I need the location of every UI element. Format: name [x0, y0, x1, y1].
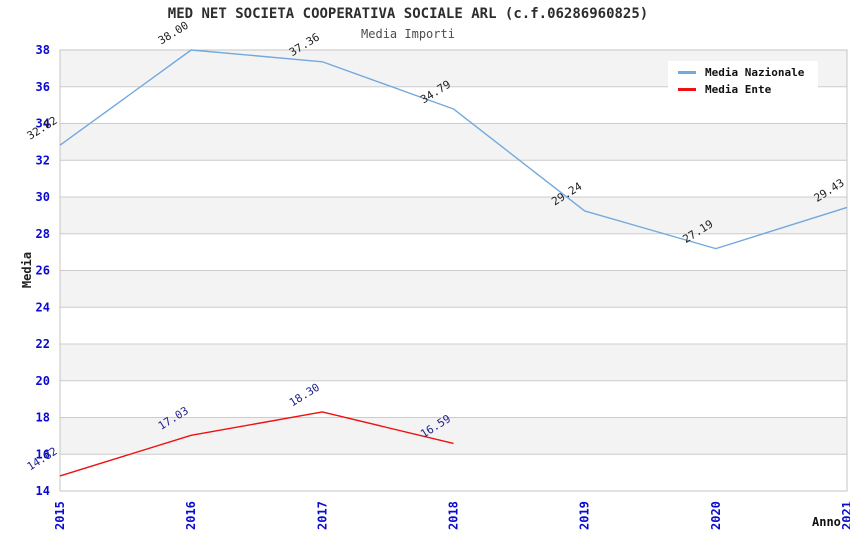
plot-band	[60, 123, 847, 161]
chart-title: MED NET SOCIETA COOPERATIVA SOCIALE ARL …	[167, 6, 649, 22]
x-tick-label: 2019	[578, 501, 592, 530]
x-tick-label: 2018	[447, 501, 461, 530]
y-tick-label: 28	[36, 227, 50, 241]
x-tick-label: 2015	[53, 501, 67, 530]
y-tick-label: 14	[36, 484, 50, 498]
plot-band	[60, 380, 847, 418]
media-ente-swatch-icon	[678, 88, 696, 92]
y-tick-label: 34	[36, 117, 50, 131]
legend-label-media-nazionale: Media Nazionale	[705, 65, 805, 79]
plot-band	[60, 270, 847, 308]
legend-item-media-nazionale: Media Nazionale	[678, 66, 818, 79]
point-label: 38.00	[156, 19, 191, 48]
plot-border	[59, 49, 848, 492]
chart-legend: Media Nazionale Media Ente	[668, 61, 818, 101]
y-tick-label: 32	[36, 153, 50, 167]
chart-subtitle: Media Importi	[361, 27, 455, 41]
legend-label-media-ente: Media Ente	[705, 83, 772, 97]
y-axis-title: Media	[20, 251, 34, 289]
y-tick-label: 24	[36, 300, 50, 314]
series-line-0	[59, 49, 848, 250]
y-tick-label: 16	[36, 447, 50, 461]
plot-band	[60, 454, 847, 491]
x-axis-title: Anno	[812, 515, 841, 529]
x-tick-label: 2021	[840, 501, 850, 530]
y-tick-label: 22	[36, 337, 50, 351]
y-tick-label: 20	[36, 374, 50, 388]
x-tick-label: 2020	[709, 501, 723, 530]
x-tick-label: 2016	[184, 501, 198, 530]
legend-item-media-ente: Media Ente	[678, 83, 818, 96]
plot-band	[60, 307, 847, 344]
y-tick-label: 36	[36, 80, 50, 94]
y-tick-label: 18	[36, 411, 50, 425]
y-tick-label: 38	[36, 43, 50, 57]
plot-band	[60, 344, 847, 381]
plot-band	[60, 233, 847, 271]
y-tick-label: 30	[36, 190, 50, 204]
x-tick-label: 2017	[315, 501, 329, 530]
media-nazionale-swatch-icon	[678, 70, 696, 74]
plot-band	[60, 197, 847, 234]
y-tick-label: 26	[36, 264, 50, 278]
series-line-1	[59, 411, 454, 477]
plot-band	[60, 160, 847, 197]
